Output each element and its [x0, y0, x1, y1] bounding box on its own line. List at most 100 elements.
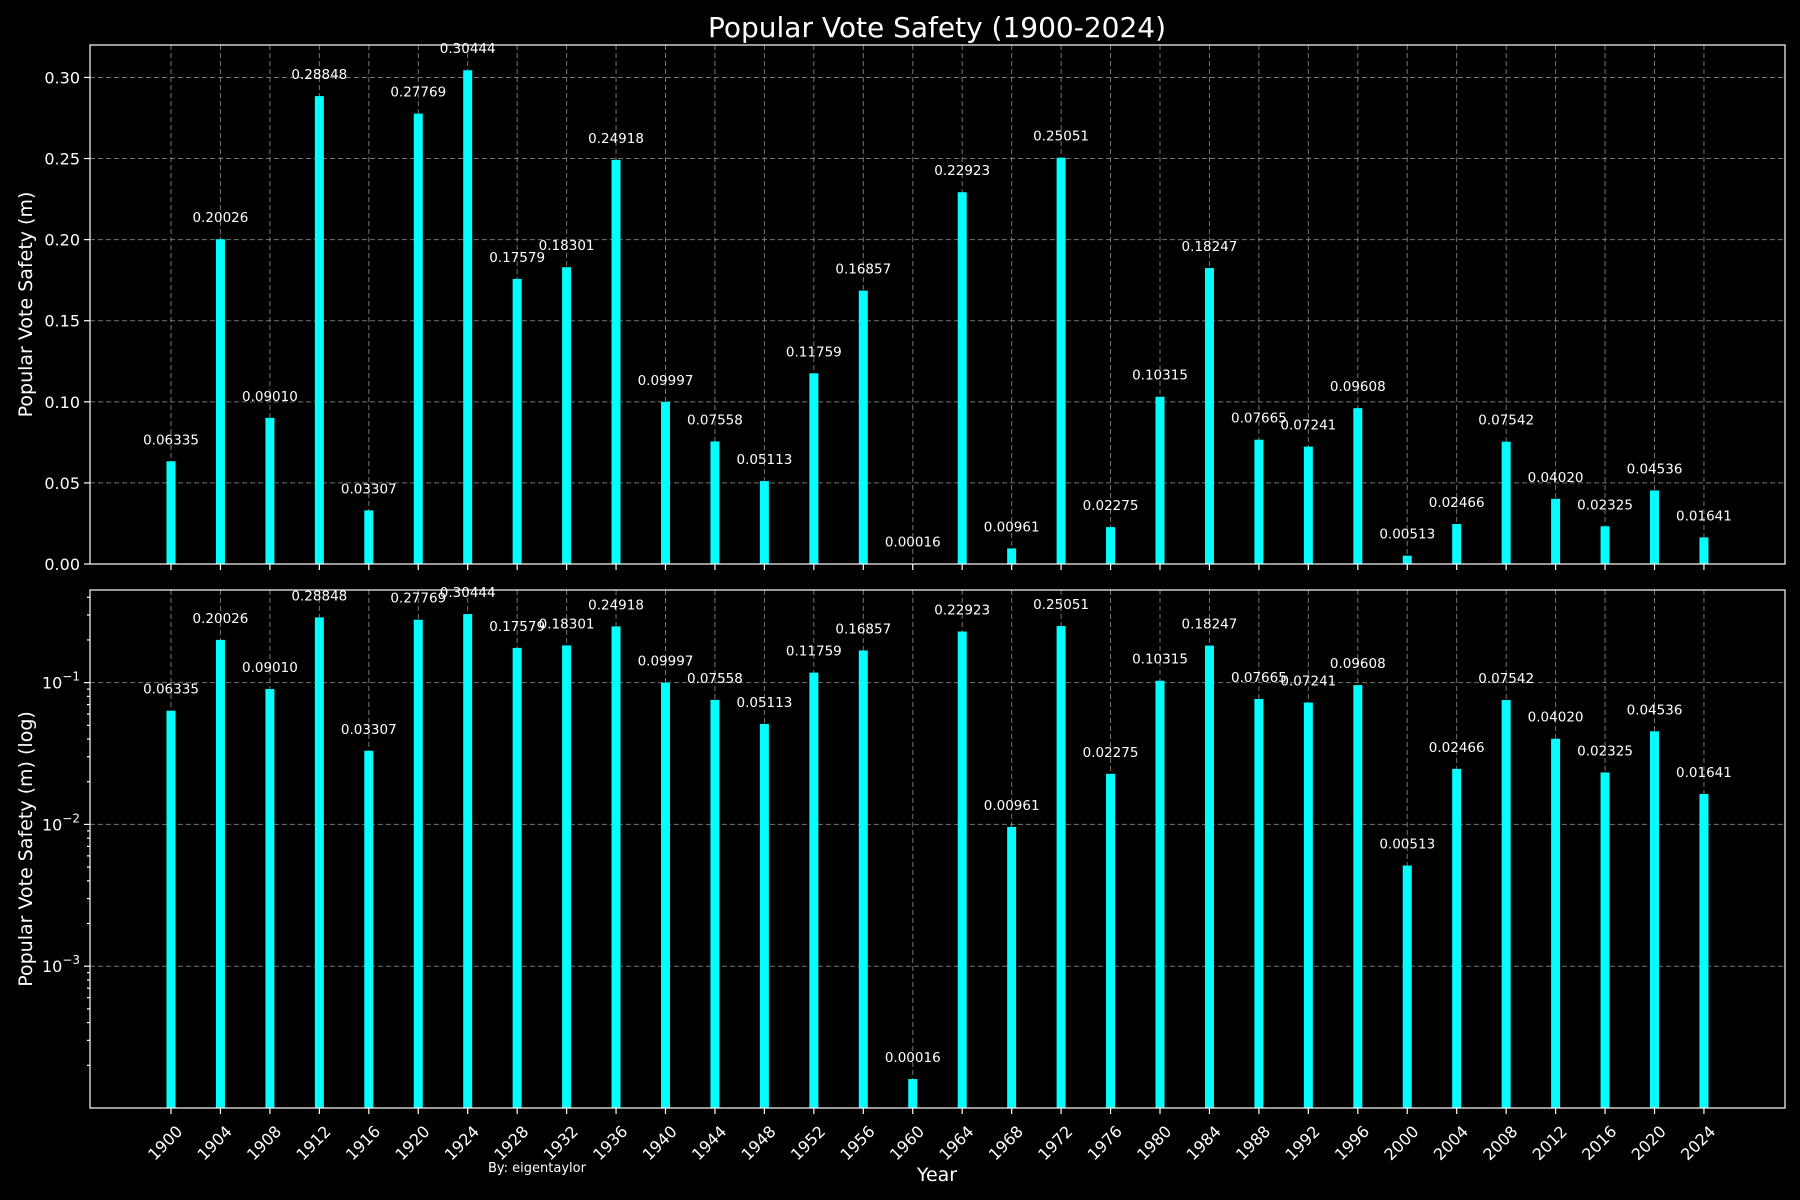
data-label-2008-top: 0.07542: [1478, 413, 1534, 429]
data-label-1964-top: 0.22923: [934, 163, 990, 179]
bar-2016-top: [1600, 526, 1610, 564]
ytick-label-top: 0.00: [44, 555, 80, 574]
bar-1924-top: [463, 70, 473, 564]
bar-1980-top: [1155, 396, 1165, 564]
data-label-1908-bottom: 0.09010: [242, 660, 298, 676]
log-panel: 10−3 10−2 10−1 0.06335 0.20026 0.09010 0.28848…: [15, 585, 1786, 1114]
bar-1912-top: [314, 96, 324, 565]
ytick-label-top: 0.30: [44, 68, 80, 87]
bar-1924-bottom: [463, 614, 473, 1108]
data-label-1936-top: 0.24918: [588, 131, 644, 147]
data-label-1992-top: 0.07241: [1280, 418, 1336, 434]
bar-1992-top: [1303, 446, 1313, 564]
bar-1976-top: [1106, 527, 1116, 564]
y-axis-label-top: Popular Vote Safety (m): [15, 192, 37, 418]
data-label-1916-bottom: 0.03307: [341, 722, 397, 738]
bar-1944-top: [710, 441, 720, 564]
data-label-1980-bottom: 0.10315: [1132, 652, 1188, 668]
data-label-1920-top: 0.27769: [390, 85, 446, 101]
data-label-2016-bottom: 0.02325: [1577, 743, 1633, 759]
bar-1908-bottom: [265, 689, 275, 1108]
bar-1940-bottom: [661, 682, 670, 1108]
bar-1988-bottom: [1254, 698, 1264, 1108]
data-label-1940-top: 0.09997: [638, 373, 694, 389]
bar-2000-bottom: [1402, 865, 1412, 1108]
data-label-1984-bottom: 0.18247: [1182, 617, 1238, 633]
data-label-2004-top: 0.02466: [1429, 495, 1485, 511]
data-label-1964-bottom: 0.22923: [934, 603, 990, 619]
data-label-1956-top: 0.16857: [835, 262, 891, 278]
data-label-1956-bottom: 0.16857: [835, 621, 891, 637]
bar-1968-top: [1007, 548, 1017, 564]
bar-1980-bottom: [1155, 680, 1165, 1108]
ytick-label-top: 0.20: [44, 231, 80, 250]
bar-1956-top: [858, 290, 868, 564]
ytick-label-top: 0.05: [44, 474, 80, 493]
bar-1948-bottom: [759, 723, 769, 1108]
data-label-1988-top: 0.07665: [1231, 411, 1287, 427]
data-label-1916-top: 0.03307: [341, 481, 397, 497]
data-label-1968-top: 0.00961: [984, 519, 1040, 535]
data-label-2024-bottom: 0.01641: [1676, 765, 1732, 781]
bar-2000-top: [1402, 555, 1412, 564]
ytick-label-bottom: 10−1: [42, 670, 80, 693]
data-label-1912-top: 0.28848: [291, 67, 347, 83]
ytick-label-top: 0.10: [44, 393, 80, 412]
data-label-1928-bottom: 0.17579: [489, 619, 545, 635]
data-label-1932-bottom: 0.18301: [539, 616, 595, 632]
bar-2012-bottom: [1551, 738, 1561, 1108]
data-label-2012-top: 0.04020: [1528, 470, 1584, 486]
bar-1996-top: [1353, 408, 1363, 564]
data-label-2000-bottom: 0.00513: [1379, 837, 1435, 853]
data-label-1992-bottom: 0.07241: [1280, 674, 1336, 690]
data-label-1900-bottom: 0.06335: [143, 682, 199, 698]
chart-title: Popular Vote Safety (1900-2024): [708, 11, 1166, 44]
data-label-1960-bottom: 0.00016: [885, 1050, 941, 1066]
bar-1964-bottom: [957, 631, 967, 1108]
data-label-2024-top: 0.01641: [1676, 508, 1732, 524]
bar-1932-bottom: [562, 645, 572, 1108]
data-label-1932-top: 0.18301: [539, 238, 595, 254]
bar-2012-top: [1551, 498, 1561, 564]
bar-1940-top: [661, 401, 670, 564]
data-label-2012-bottom: 0.04020: [1528, 710, 1584, 726]
data-label-1952-top: 0.11759: [786, 344, 842, 360]
bar-1952-bottom: [809, 672, 819, 1108]
bar-1964-top: [957, 192, 967, 564]
data-label-1988-bottom: 0.07665: [1231, 670, 1287, 686]
data-label-1944-bottom: 0.07558: [687, 671, 743, 687]
bar-2008-bottom: [1501, 699, 1511, 1108]
bar-1920-bottom: [413, 619, 423, 1108]
data-label-1952-bottom: 0.11759: [786, 644, 842, 660]
bar-1900-bottom: [166, 710, 176, 1108]
data-label-1972-bottom: 0.25051: [1033, 597, 1089, 613]
bar-1944-bottom: [710, 699, 720, 1108]
y-axis-label-bottom: Popular Vote Safety (m) (log): [15, 711, 37, 987]
data-label-1940-bottom: 0.09997: [638, 654, 694, 670]
bar-2004-bottom: [1452, 768, 1462, 1108]
bar-1972-bottom: [1056, 626, 1066, 1108]
data-label-1980-top: 0.10315: [1132, 368, 1188, 384]
data-label-2008-bottom: 0.07542: [1478, 671, 1534, 687]
plot-frame-top: [89, 44, 1786, 565]
bar-1968-bottom: [1007, 826, 1017, 1108]
bar-1904-top: [215, 239, 225, 564]
ytick-label-top: 0.15: [44, 312, 80, 331]
bar-2020-bottom: [1650, 731, 1659, 1108]
data-label-1948-bottom: 0.05113: [736, 695, 792, 711]
data-label-1900-top: 0.06335: [143, 432, 199, 448]
bar-1928-top: [512, 278, 522, 564]
bar-1956-bottom: [858, 650, 868, 1108]
bar-1916-bottom: [364, 750, 374, 1108]
data-label-1984-top: 0.18247: [1182, 239, 1238, 255]
bar-1916-top: [364, 510, 374, 564]
bar-1952-top: [809, 373, 819, 564]
data-label-1912-bottom: 0.28848: [291, 588, 347, 604]
bar-1960-bottom: [908, 1079, 918, 1108]
bar-1976-bottom: [1106, 773, 1116, 1108]
data-label-1908-top: 0.09010: [242, 389, 298, 405]
bar-2020-top: [1650, 490, 1659, 564]
bar-1984-top: [1204, 268, 1214, 564]
plot-frame-bottom: [89, 589, 1786, 1109]
